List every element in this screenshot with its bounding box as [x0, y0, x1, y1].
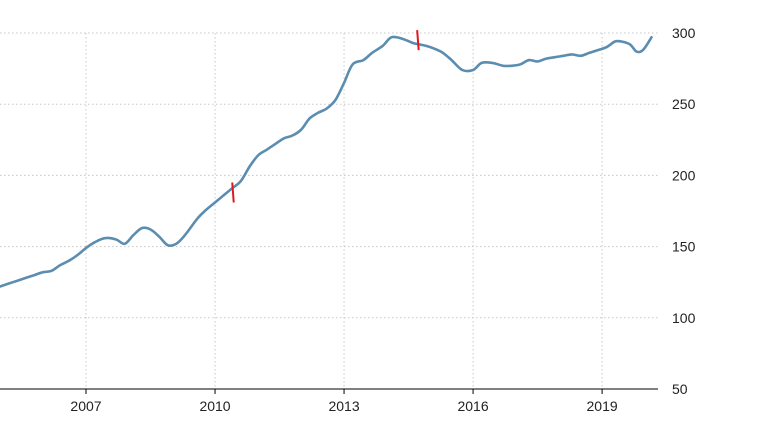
annotation-marker: [416, 30, 420, 51]
x-tick-label: 2019: [587, 398, 618, 414]
x-tick-label: 2007: [70, 398, 101, 414]
y-tick-labels: 50 100 150 200 250 300: [672, 25, 696, 397]
horizontal-gridlines: [0, 32, 658, 390]
annotation-markers: [231, 30, 420, 203]
y-tick-label: 200: [672, 167, 696, 183]
x-tick-label: 2013: [328, 398, 359, 414]
y-tick-label: 300: [672, 25, 696, 41]
y-tick-label: 100: [672, 310, 696, 326]
vertical-gridlines: [85, 33, 603, 389]
x-axis: [0, 388, 658, 394]
x-tick-labels: 2007 2010 2013 2016 2019: [70, 398, 617, 414]
annotation-marker: [231, 182, 235, 203]
y-tick-label: 50: [672, 381, 688, 397]
series-layer: [0, 35, 653, 288]
x-tick-label: 2010: [199, 398, 230, 414]
series-line: [0, 35, 653, 288]
x-tick-label: 2016: [457, 398, 488, 414]
y-tick-label: 250: [672, 96, 696, 112]
y-tick-label: 150: [672, 239, 696, 255]
